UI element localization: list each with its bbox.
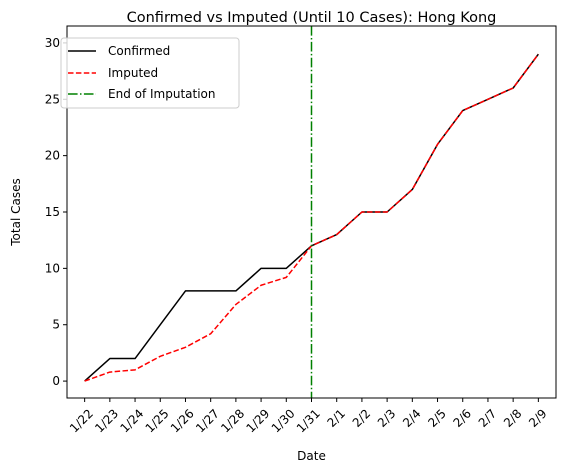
x-tick-label: 1/28 (218, 406, 247, 435)
x-tick-label: 1/22 (67, 406, 96, 435)
x-tick-label: 1/26 (168, 406, 197, 435)
x-tick-label: 2/1 (324, 406, 348, 430)
x-tick-label: 2/5 (425, 406, 449, 430)
y-axis-ticks: 0 5 10 15 20 25 30 (45, 36, 67, 388)
x-tick-label: 2/8 (501, 406, 525, 430)
x-tick-label: 2/7 (476, 406, 500, 430)
x-tick-label: 2/3 (375, 406, 399, 430)
x-tick-label: 2/4 (400, 406, 424, 430)
x-axis-label: Date (297, 449, 326, 463)
x-tick-label: 1/29 (243, 406, 272, 435)
x-tick-label: 2/2 (350, 406, 374, 430)
legend-box (60, 37, 240, 109)
x-axis-ticks: 1/221/231/241/251/261/271/281/291/301/31… (67, 398, 550, 435)
x-tick-label: 1/24 (117, 406, 146, 435)
chart-title: Confirmed vs Imputed (Until 10 Cases): H… (127, 10, 497, 26)
legend-label-confirmed: Confirmed (108, 44, 170, 58)
y-axis-label: Total Cases (9, 178, 23, 246)
y-tick-label: 30 (45, 36, 60, 50)
axes-frame (66, 25, 557, 399)
legend: Confirmed Imputed End of Imputation (60, 37, 240, 109)
x-tick-label: 1/27 (193, 406, 222, 435)
y-tick-label: 0 (52, 374, 60, 388)
x-tick-label: 1/23 (92, 406, 121, 435)
x-tick-label: 2/9 (526, 406, 550, 430)
x-tick-label: 1/30 (269, 406, 298, 435)
y-tick-label: 5 (52, 318, 60, 332)
legend-label-end-of-imputation: End of Imputation (108, 87, 216, 101)
plot-area (84, 26, 539, 398)
x-tick-label: 1/31 (294, 406, 323, 435)
y-tick-label: 15 (45, 205, 60, 219)
y-tick-label: 25 (45, 92, 60, 106)
y-tick-label: 10 (45, 261, 60, 275)
legend-label-imputed: Imputed (108, 66, 158, 80)
x-tick-label: 2/6 (451, 406, 475, 430)
y-tick-label: 20 (45, 149, 60, 163)
x-tick-label: 1/25 (143, 406, 172, 435)
